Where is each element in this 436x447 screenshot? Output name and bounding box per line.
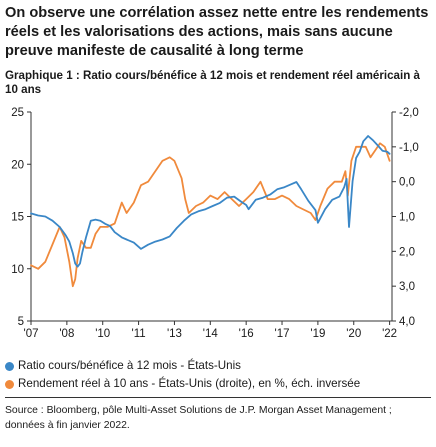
x-tick-label: '17 — [275, 328, 290, 340]
y-right-tick-label: 0,0 — [399, 177, 415, 189]
x-tick-label: '19 — [310, 328, 325, 340]
x-tick-label: '20 — [346, 328, 361, 340]
y-left-tick-label: 20 — [11, 159, 24, 171]
series-line-real-yield — [30, 142, 391, 288]
series-layer — [30, 135, 391, 288]
x-tick-label: '11 — [132, 328, 146, 340]
x-tick-label: '13 — [167, 328, 182, 340]
y-left-tick-label: 10 — [11, 264, 24, 276]
x-tick-label: '08 — [59, 328, 74, 340]
series-line-pe-ratio — [30, 135, 391, 268]
chart-title: Graphique 1 : Ratio cours/bénéfice à 12 … — [5, 69, 420, 96]
legend-item-real-yield: Rendement réel à 10 ans - États-Unis (dr… — [5, 375, 360, 393]
y-right-tick-label: -2,0 — [399, 107, 419, 119]
y-left-tick-label: 15 — [11, 212, 24, 224]
legend-item-pe-ratio: Ratio cours/bénéfice à 12 mois - États-U… — [5, 357, 360, 375]
x-tick-label: '07 — [24, 328, 39, 340]
y-right-tick-label: 1,0 — [399, 212, 415, 224]
legend-swatch-blue — [5, 361, 14, 371]
legend-swatch-orange — [5, 379, 14, 389]
y-right-tick-label: -1,0 — [399, 142, 419, 154]
y-left-tick-label: 5 — [18, 316, 24, 328]
legend-label-pe-ratio: Ratio cours/bénéfice à 12 mois - États-U… — [18, 359, 241, 372]
x-tick-label: '22 — [382, 328, 397, 340]
y-right-tick-label: 2,0 — [399, 246, 415, 258]
legend-label-real-yield: Rendement réel à 10 ans - États-Unis (dr… — [18, 377, 361, 390]
tick-labels: 5 10 15 20 25 -2,0 -1,0 0,0 1,0 2,0 3,0 4,0 '07 '08 '1… — [11, 107, 419, 340]
line-chart: 5 10 15 20 25 -2,0 -1,0 0,0 1,0 2,0 3,0 4,0 '07 '08 '1… — [11, 107, 419, 340]
y-right-tick-label: 4,0 — [399, 316, 415, 328]
x-tick-label: '16 — [239, 328, 254, 340]
y-left-tick-label: 25 — [11, 107, 24, 119]
divider-line — [5, 397, 431, 398]
source-note: Source : Bloomberg, pôle Multi-Asset Sol… — [5, 405, 392, 431]
chart-legend: Ratio cours/bénéfice à 12 mois - États-U… — [5, 357, 360, 393]
x-tick-label: '10 — [95, 328, 110, 340]
axes — [27, 111, 396, 325]
x-tick-label: '14 — [203, 328, 219, 340]
chart-headline: On observe une corrélation assez nette e… — [5, 5, 429, 59]
y-right-tick-label: 3,0 — [399, 281, 415, 293]
